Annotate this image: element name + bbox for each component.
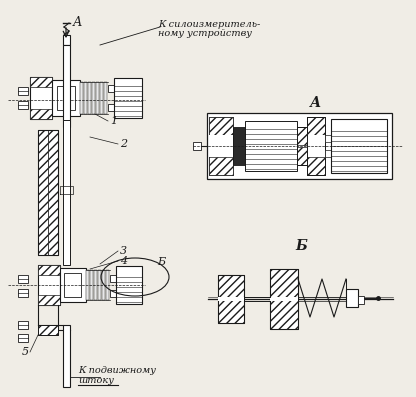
Text: 1: 1 xyxy=(110,116,117,126)
Text: Б: Б xyxy=(295,239,307,253)
Text: 4: 4 xyxy=(120,256,127,266)
Bar xyxy=(48,130,58,255)
Text: 3: 3 xyxy=(120,246,127,256)
Bar xyxy=(209,117,233,135)
Text: ному устройству: ному устройству xyxy=(158,29,252,38)
Bar xyxy=(307,135,325,157)
Bar xyxy=(52,80,80,116)
Bar xyxy=(94,270,97,300)
Bar xyxy=(297,127,307,165)
Bar xyxy=(325,135,331,142)
Bar xyxy=(63,325,70,387)
Bar xyxy=(270,299,298,329)
Bar xyxy=(98,270,101,300)
Text: А: А xyxy=(73,16,82,29)
Bar xyxy=(346,289,358,307)
Bar xyxy=(30,77,52,87)
Bar xyxy=(270,299,298,329)
Bar xyxy=(218,275,244,299)
Bar xyxy=(18,101,28,109)
Bar xyxy=(60,268,86,302)
Bar xyxy=(218,299,244,323)
Text: 2: 2 xyxy=(120,139,127,149)
Bar xyxy=(233,127,245,165)
Bar xyxy=(209,135,233,157)
Bar xyxy=(270,269,298,299)
Bar xyxy=(307,117,325,175)
Text: К силоизмеритель-: К силоизмеритель- xyxy=(158,20,260,29)
Bar xyxy=(218,275,244,299)
Bar xyxy=(96,82,99,114)
Bar xyxy=(38,325,58,335)
Bar xyxy=(325,150,331,157)
Bar xyxy=(108,104,114,111)
Bar xyxy=(358,296,364,304)
Bar xyxy=(245,121,297,171)
Bar xyxy=(116,266,142,304)
Bar xyxy=(63,35,70,45)
Bar xyxy=(38,295,60,305)
Bar xyxy=(38,325,58,335)
Bar xyxy=(100,82,103,114)
Bar xyxy=(297,127,307,145)
Text: К подвижному: К подвижному xyxy=(78,366,156,375)
Bar xyxy=(209,157,233,175)
Bar xyxy=(106,270,109,300)
Bar xyxy=(38,130,58,255)
Bar xyxy=(18,334,28,342)
Text: 5: 5 xyxy=(22,347,29,357)
Bar xyxy=(64,273,81,297)
Bar xyxy=(18,321,28,329)
Bar xyxy=(38,265,60,305)
Text: штоку: штоку xyxy=(78,376,114,385)
Bar xyxy=(108,85,114,92)
Bar xyxy=(218,299,244,323)
Bar xyxy=(270,269,298,299)
Bar xyxy=(110,275,116,282)
Bar xyxy=(92,82,95,114)
Bar xyxy=(331,119,387,173)
Bar xyxy=(80,82,83,114)
Bar xyxy=(90,270,93,300)
Bar xyxy=(110,290,116,297)
Bar xyxy=(30,109,52,119)
Bar xyxy=(63,45,70,127)
Bar xyxy=(218,297,244,301)
Bar xyxy=(207,113,392,179)
Bar xyxy=(102,270,105,300)
Bar xyxy=(18,289,28,297)
Bar xyxy=(297,127,307,165)
Bar xyxy=(57,86,75,110)
Bar xyxy=(88,82,91,114)
Text: А: А xyxy=(310,96,321,110)
Bar xyxy=(270,297,298,301)
Bar xyxy=(104,82,107,114)
Bar xyxy=(193,142,201,150)
Bar xyxy=(38,130,48,255)
Bar xyxy=(307,117,325,175)
Bar xyxy=(86,270,89,300)
Text: Б: Б xyxy=(157,257,165,267)
Bar xyxy=(209,117,233,175)
Bar xyxy=(38,265,60,275)
Bar xyxy=(18,87,28,95)
Bar xyxy=(307,117,325,135)
Bar xyxy=(18,275,28,283)
Bar xyxy=(307,157,325,175)
Bar xyxy=(63,120,70,265)
Bar xyxy=(297,147,307,165)
Bar xyxy=(114,78,142,118)
Bar xyxy=(30,77,52,119)
Bar xyxy=(84,82,87,114)
